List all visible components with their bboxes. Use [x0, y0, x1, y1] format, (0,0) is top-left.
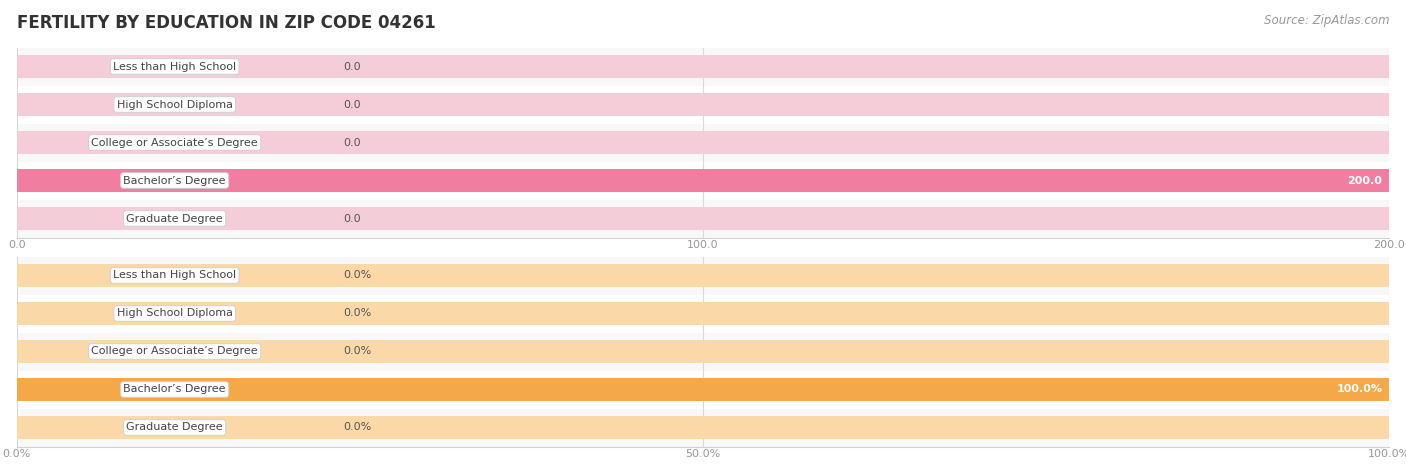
Bar — [17, 332, 1389, 371]
Bar — [17, 55, 1389, 78]
Bar — [17, 378, 1389, 401]
Text: High School Diploma: High School Diploma — [117, 308, 232, 319]
Text: Graduate Degree: Graduate Degree — [127, 213, 224, 224]
Bar — [17, 169, 1389, 192]
Bar — [17, 416, 1389, 439]
Text: 0.0%: 0.0% — [343, 422, 371, 433]
Bar — [17, 131, 1389, 154]
Bar — [17, 48, 1389, 86]
Bar — [17, 340, 1389, 363]
Text: FERTILITY BY EDUCATION IN ZIP CODE 04261: FERTILITY BY EDUCATION IN ZIP CODE 04261 — [17, 14, 436, 32]
Text: Bachelor’s Degree: Bachelor’s Degree — [124, 175, 226, 186]
Text: 0.0%: 0.0% — [343, 346, 371, 357]
Text: Bachelor’s Degree: Bachelor’s Degree — [124, 384, 226, 395]
Text: Less than High School: Less than High School — [112, 270, 236, 281]
Text: 200.0: 200.0 — [1347, 175, 1382, 186]
Bar — [17, 93, 1389, 116]
Text: 0.0: 0.0 — [343, 137, 361, 148]
Text: Less than High School: Less than High School — [112, 61, 236, 72]
Bar — [17, 86, 1389, 124]
Text: Source: ZipAtlas.com: Source: ZipAtlas.com — [1264, 14, 1389, 27]
Bar — [17, 256, 1389, 294]
Bar — [17, 162, 1389, 199]
Bar — [17, 264, 1389, 287]
Bar — [17, 207, 1389, 230]
Bar — [17, 302, 1389, 325]
Bar — [17, 378, 1389, 401]
Bar — [17, 294, 1389, 332]
Bar — [17, 169, 1389, 192]
Text: 0.0%: 0.0% — [343, 308, 371, 319]
Text: Graduate Degree: Graduate Degree — [127, 422, 224, 433]
Text: 0.0: 0.0 — [343, 213, 361, 224]
Text: 0.0: 0.0 — [343, 61, 361, 72]
Text: 0.0: 0.0 — [343, 99, 361, 110]
Text: College or Associate’s Degree: College or Associate’s Degree — [91, 346, 257, 357]
Text: 100.0%: 100.0% — [1336, 384, 1382, 395]
Bar — [17, 408, 1389, 446]
Bar — [17, 200, 1389, 238]
Text: 0.0%: 0.0% — [343, 270, 371, 281]
Text: High School Diploma: High School Diploma — [117, 99, 232, 110]
Bar — [17, 370, 1389, 408]
Text: College or Associate’s Degree: College or Associate’s Degree — [91, 137, 257, 148]
Bar — [17, 124, 1389, 162]
